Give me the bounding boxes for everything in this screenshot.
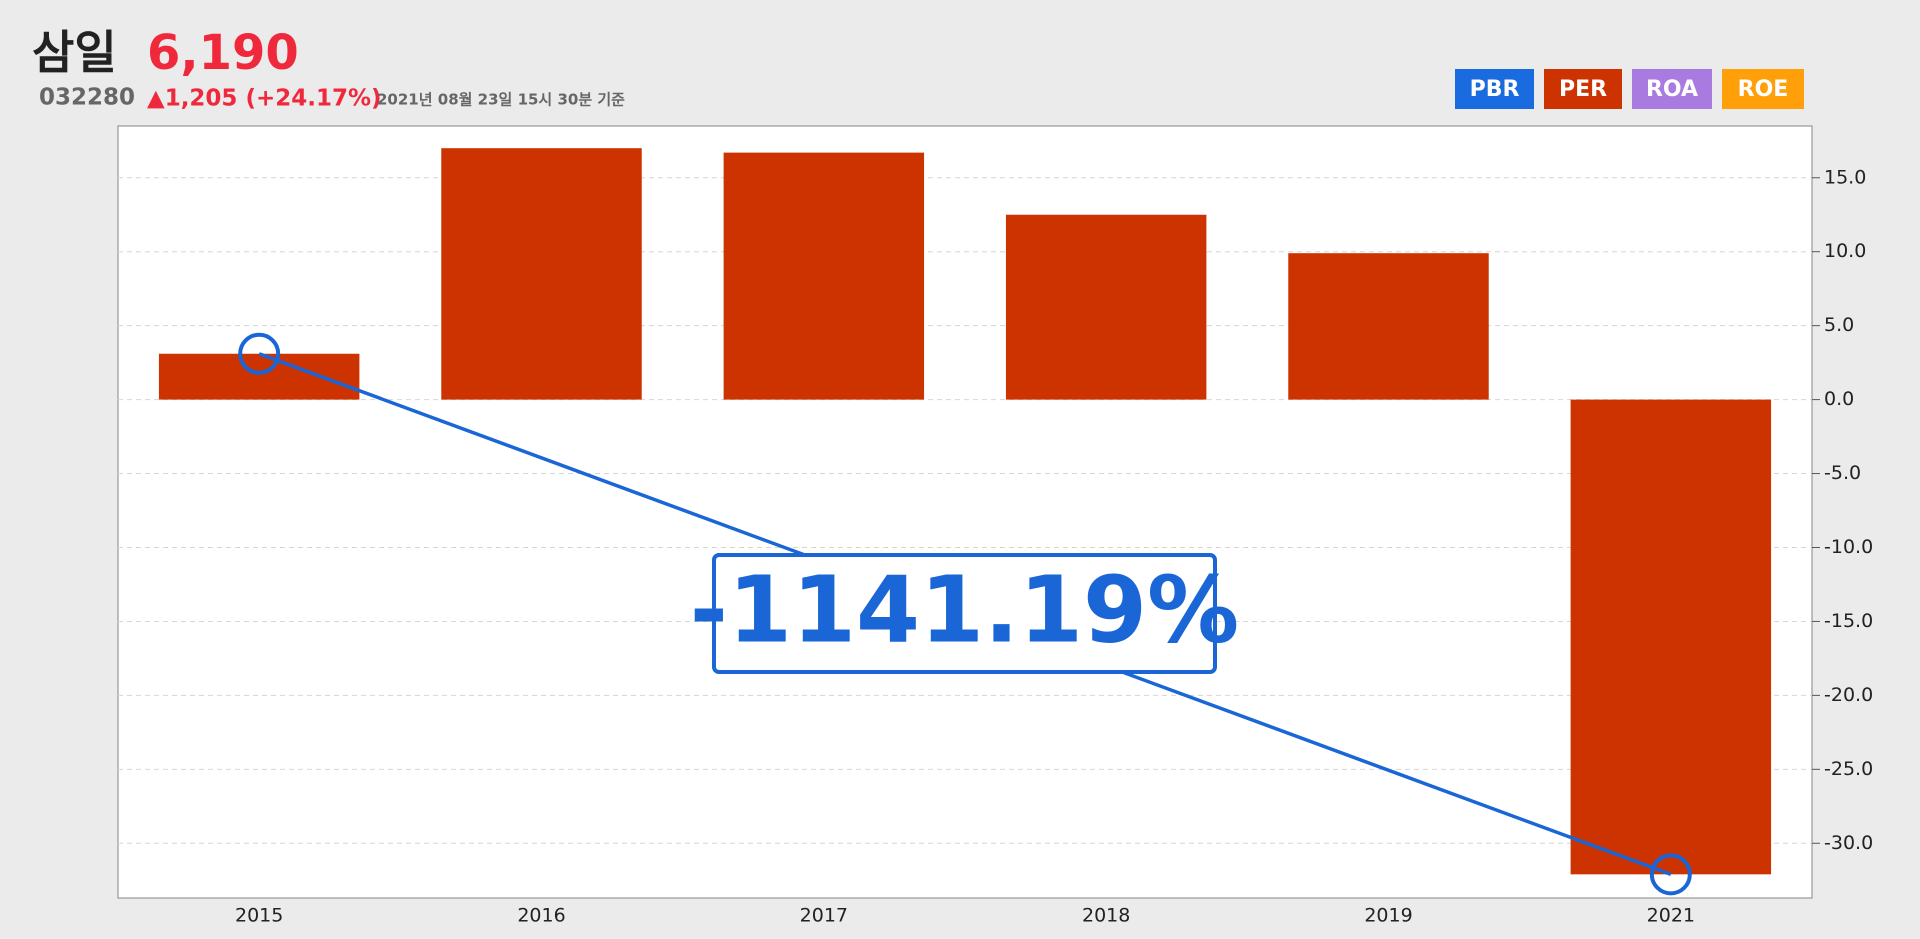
annotation-box	[712, 553, 1217, 674]
bar	[158, 353, 360, 400]
plot-area	[117, 125, 1813, 899]
price-change: ▲1,205 (+24.17%)	[147, 86, 382, 112]
tab-button[interactable]	[1632, 69, 1712, 109]
y-tick-label: -5.0	[1824, 462, 1861, 484]
change-endpoint	[238, 332, 281, 375]
change-endpoint	[1649, 853, 1692, 896]
stock-name: 삼일	[32, 26, 117, 80]
bar	[1570, 399, 1772, 875]
y-tick-label: -15.0	[1824, 610, 1873, 632]
y-tick-label: 5.0	[1824, 314, 1854, 336]
y-tick-label: 10.0	[1824, 240, 1866, 262]
bar	[1288, 253, 1489, 400]
tab-button[interactable]	[1722, 69, 1804, 109]
x-tick-label: 2021	[1647, 905, 1695, 927]
x-tick-label: 2015	[235, 905, 283, 927]
chart: -30.0 -25.0 -20.0 -15.0 -10.0 -5.0 0.0 5.0 10.0 1…	[118, 148, 1873, 927]
x-tick-label: 2016	[517, 905, 565, 927]
tab-bar: PBR PER ROA ROE	[1455, 69, 1804, 109]
tab-label[interactable]: PER	[1559, 77, 1607, 102]
tab-button[interactable]	[1544, 69, 1622, 109]
y-tick-label: 0.0	[1824, 388, 1854, 410]
annotation-label: -1141.19%	[690, 556, 1239, 663]
y-tick-label: -10.0	[1824, 536, 1873, 558]
bar	[723, 152, 925, 400]
y-tick-label: -20.0	[1824, 684, 1873, 706]
tab-button[interactable]	[1455, 69, 1534, 109]
y-tick-label: 15.0	[1824, 166, 1866, 188]
tab-label[interactable]: PBR	[1470, 77, 1520, 102]
tab-label[interactable]: ROA	[1646, 77, 1698, 102]
tab-label[interactable]: ROE	[1738, 77, 1789, 102]
y-tick-label: -25.0	[1824, 758, 1873, 780]
bar	[441, 148, 642, 400]
x-tick-label: 2017	[800, 905, 848, 927]
y-tick-label: -30.0	[1824, 832, 1873, 854]
x-tick-label: 2018	[1082, 905, 1130, 927]
stock-price: 6,190	[147, 25, 299, 81]
x-tick-label: 2019	[1364, 905, 1412, 927]
bar	[1005, 214, 1207, 400]
stock-code: 032280	[39, 85, 135, 111]
timestamp: 2021년 08월 23일 15시 30분 기준	[377, 91, 625, 109]
